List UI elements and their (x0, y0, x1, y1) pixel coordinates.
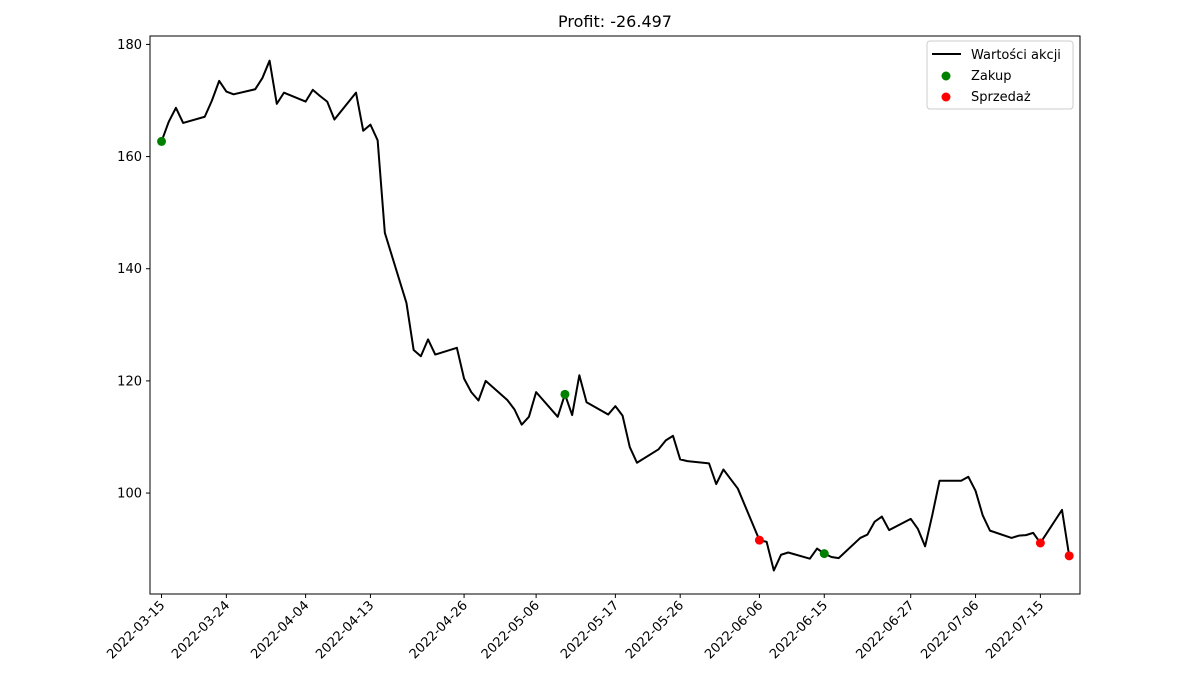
buy-point (560, 389, 570, 399)
y-tick-label: 120 (117, 374, 142, 389)
sell-point (1064, 551, 1074, 561)
chart-title: Profit: -26.497 (558, 12, 672, 31)
stock-value-line (160, 59, 1071, 572)
legend-buy-swatch (941, 71, 951, 81)
y-tick-label: 180 (117, 38, 142, 53)
legend-label: Zakup (971, 69, 1012, 84)
sell-point (754, 535, 764, 545)
buy-point (157, 136, 167, 146)
legend: Wartości akcji Zakup Sprzedaż (926, 40, 1074, 110)
y-tick-label: 140 (117, 262, 142, 277)
y-tick-label: 160 (117, 150, 142, 165)
legend-sell-swatch (941, 92, 951, 102)
y-tick-label: 100 (117, 487, 142, 502)
legend-label: Wartości akcji (971, 48, 1061, 63)
sell-point (1035, 538, 1045, 548)
legend-box (926, 40, 1074, 110)
legend-label: Sprzedaż (971, 90, 1031, 105)
buy-point (819, 549, 829, 559)
